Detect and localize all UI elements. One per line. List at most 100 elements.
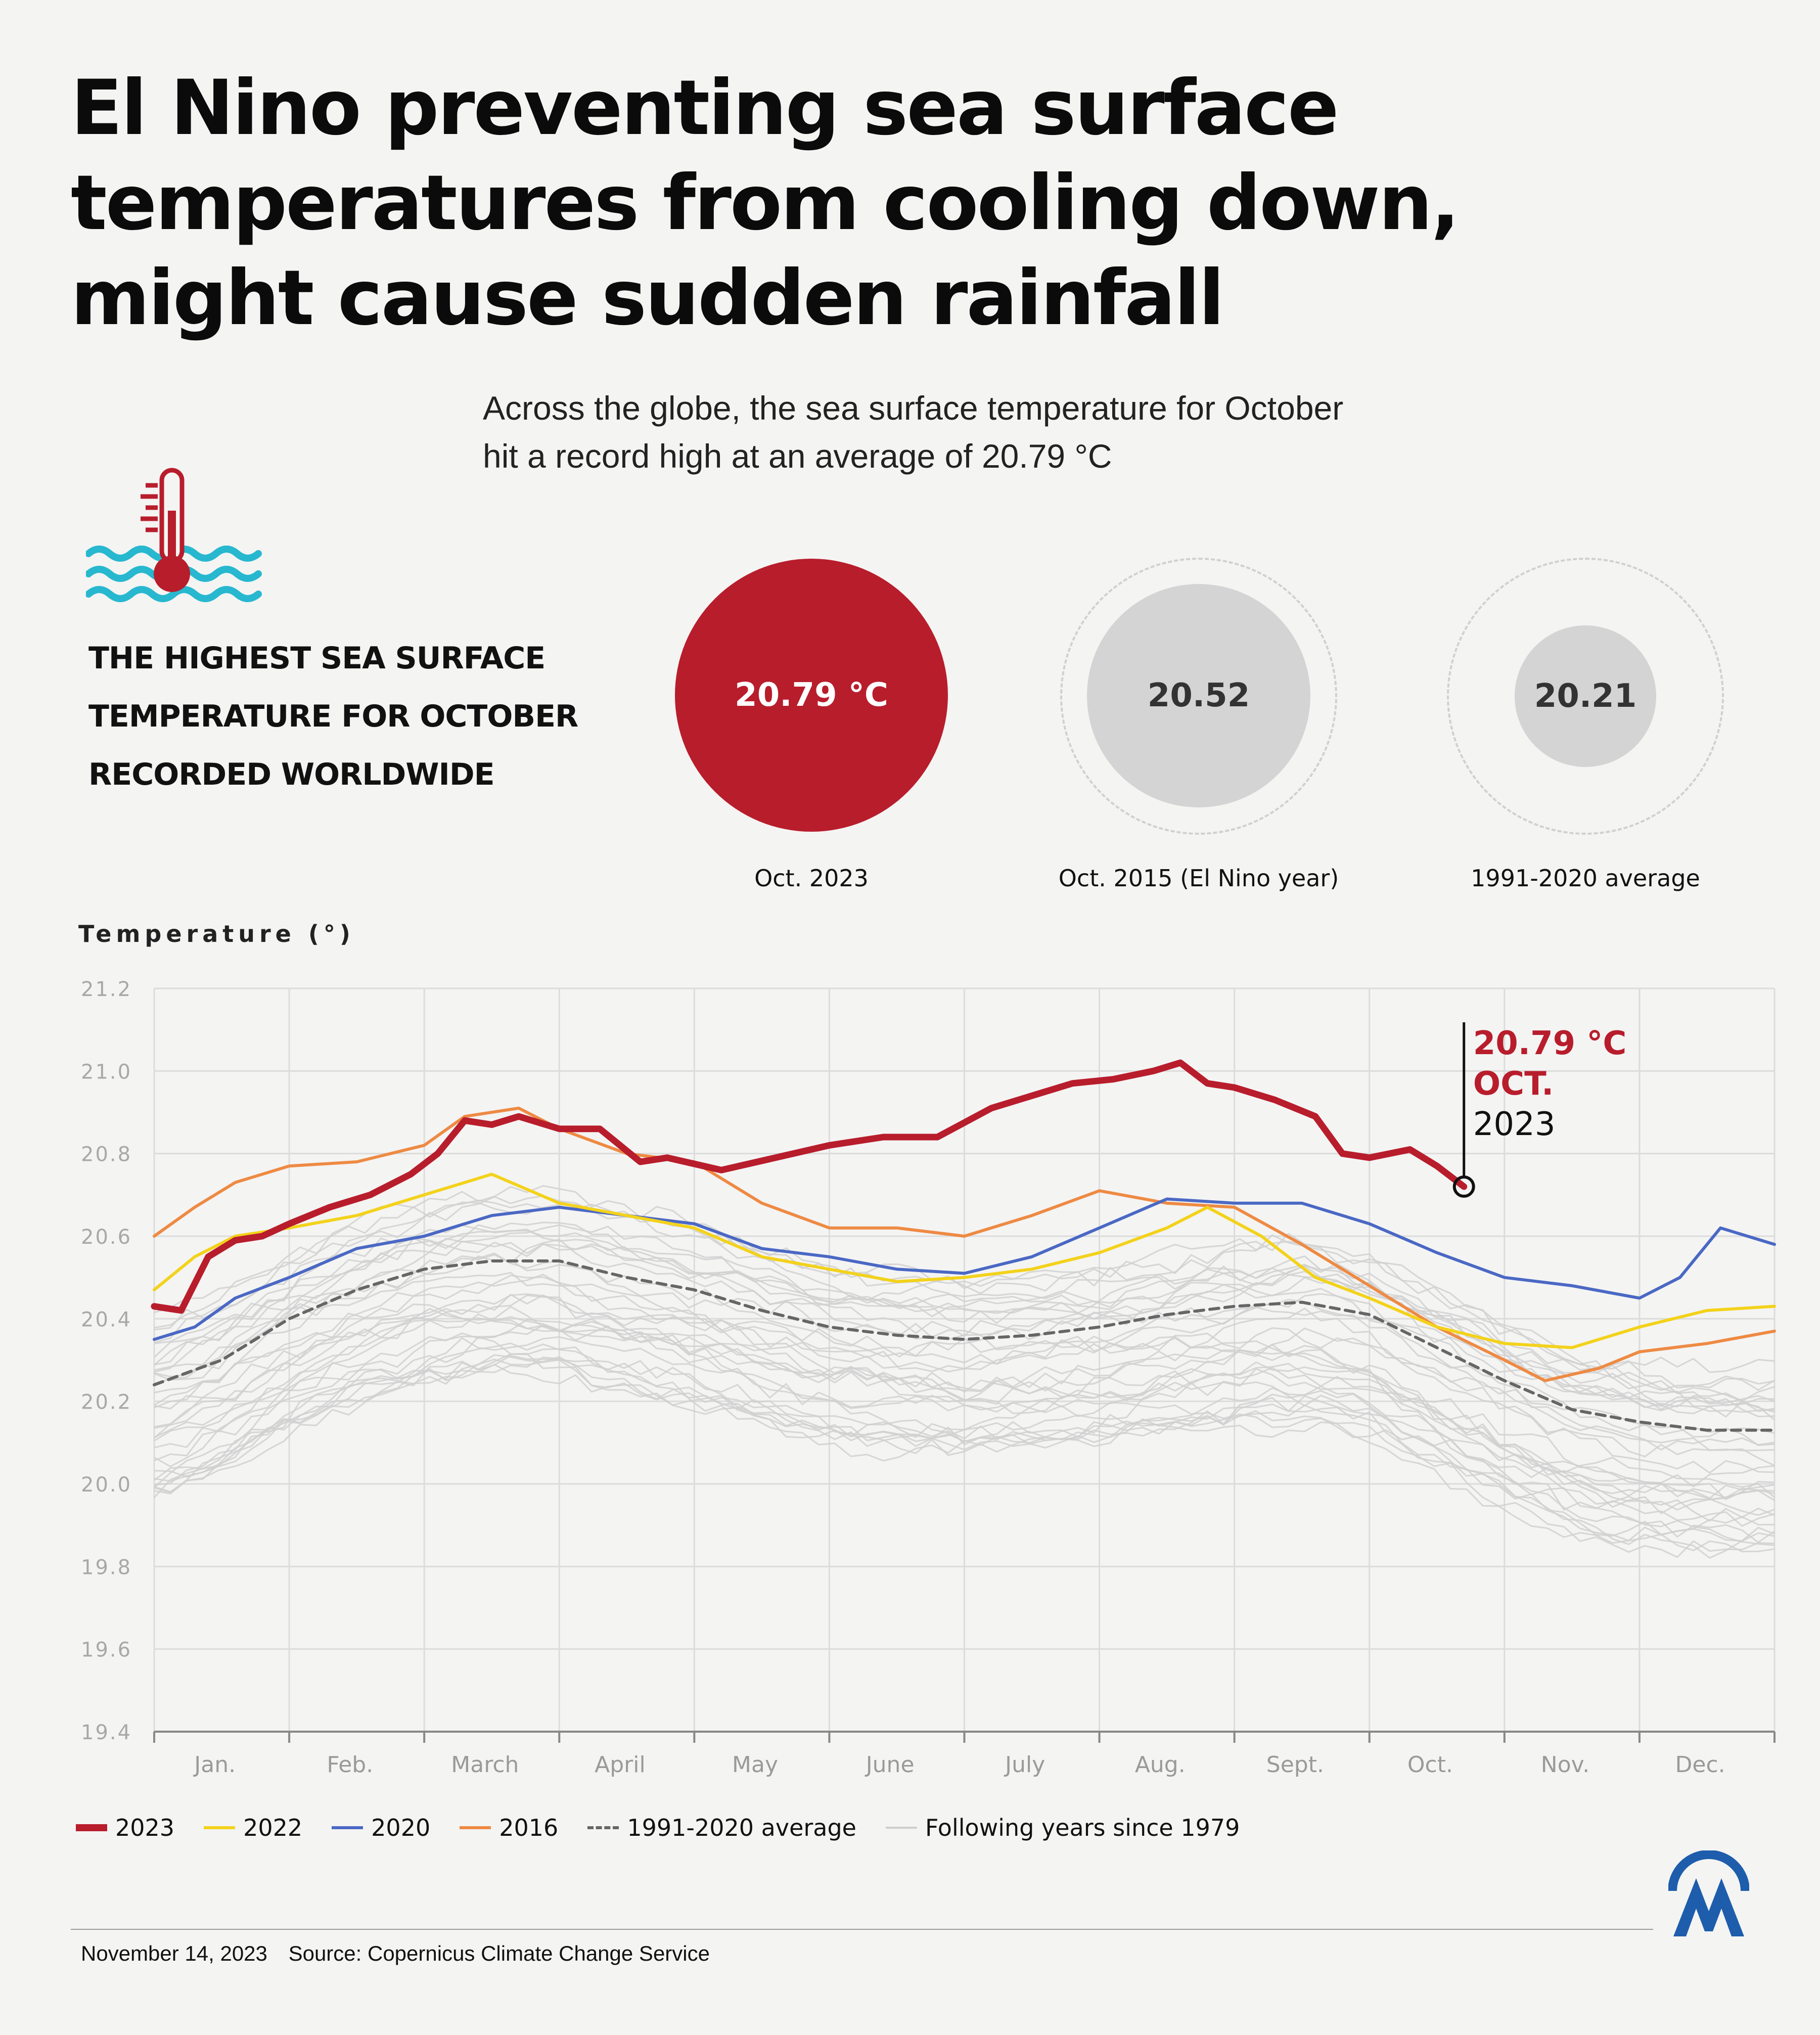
series-line-other-year	[154, 1253, 1775, 1452]
annotation-value: 20.79 °C	[1473, 1025, 1627, 1062]
y-tick-label: 19.4	[81, 1721, 132, 1744]
legend-swatch-other-years	[885, 1827, 917, 1829]
x-tick-label: Sept.	[1266, 1752, 1324, 1778]
x-tick-label: Aug.	[1135, 1752, 1186, 1778]
headline-line-1: THE HIGHEST SEA SURFACE	[88, 641, 545, 676]
series-line-other-year	[154, 1319, 1775, 1516]
title-line-3: might cause sudden rainfall	[71, 254, 1224, 342]
x-tick-label: May	[732, 1752, 778, 1778]
legend-swatch-2022	[204, 1826, 236, 1829]
y-tick-label: 20.0	[81, 1473, 132, 1497]
series-line-other-year	[154, 1255, 1775, 1421]
y-tick-label: 21.0	[81, 1060, 132, 1083]
series-line-other-year	[154, 1324, 1775, 1501]
series-line-other-year	[154, 1356, 1775, 1553]
subtitle-line-1: Across the globe, the sea surface temper…	[483, 389, 1344, 427]
legend-item-other-years: Following years since 1979	[885, 1814, 1240, 1841]
x-tick-label: July	[1004, 1752, 1045, 1778]
series-line-average	[153, 1259, 1776, 1432]
stat-circle-average: 20.21	[1515, 625, 1656, 767]
subtitle-line-2: hit a record high at an average of 20.79…	[483, 437, 1112, 475]
series-line-2020	[153, 1197, 1776, 1341]
stat-label-2023: Oct. 2023	[754, 865, 869, 892]
legend-swatch-average	[587, 1826, 619, 1829]
legend-item-2016: 2016	[460, 1814, 558, 1841]
legend-swatch-2020	[332, 1826, 363, 1829]
legend-label-2022: 2022	[243, 1814, 303, 1841]
legend-item-2022: 2022	[204, 1814, 302, 1841]
stat-value-2023: 20.79 °C	[735, 676, 888, 714]
legend-label-2020: 2020	[371, 1814, 431, 1841]
legend-label-average: 1991-2020 average	[627, 1814, 856, 1841]
stat-circle-2023: 20.79 °C	[675, 559, 948, 832]
legend-item-average: 1991-2020 average	[587, 1814, 856, 1841]
legend-item-2023: 2023	[76, 1814, 174, 1841]
footer-date: November 14, 2023	[81, 1941, 267, 1965]
stat-label-average: 1991-2020 average	[1471, 865, 1700, 892]
subtitle: Across the globe, the sea surface temper…	[483, 384, 1595, 480]
stat-circle-2015: 20.52	[1087, 584, 1310, 807]
footer: November 14, 2023 Source: Copernicus Cli…	[81, 1941, 725, 1966]
series-line-other-year	[154, 1336, 1775, 1546]
x-tick-label: Dec.	[1675, 1752, 1725, 1778]
series-line-other-year	[153, 1224, 1775, 1418]
series-line-2023	[151, 1059, 1468, 1314]
series-line-other-year	[154, 1240, 1775, 1411]
stat-ring-2015	[1060, 558, 1337, 835]
series-line-other-year	[154, 1354, 1775, 1558]
stat-label-2015: Oct. 2015 (El Nino year)	[1058, 865, 1339, 892]
temperature-chart: 21.2 21.0 20.8 20.6 20.4 20.2 20.0 19.8 19.6 19.4…	[81, 978, 1776, 1778]
series-line-other-year	[154, 1354, 1775, 1542]
series-line-other-year	[154, 1313, 1775, 1511]
footer-source: Source: Copernicus Climate Change Servic…	[288, 1941, 710, 1965]
footer-divider	[71, 1929, 1653, 1930]
x-tick-label: Jan.	[193, 1752, 236, 1778]
stat-value-average: 20.21	[1534, 677, 1637, 715]
annotation-marker	[1452, 1175, 1475, 1198]
series-line-other-year	[154, 1272, 1775, 1451]
series-line-2016	[153, 1106, 1776, 1382]
legend-item-2020: 2020	[332, 1814, 430, 1841]
legend-swatch-2023	[76, 1824, 107, 1831]
stat-ring-average	[1447, 558, 1724, 835]
legend-label-other-years: Following years since 1979	[925, 1814, 1240, 1841]
headline-line-3: RECORDED WORLDWIDE	[88, 757, 495, 792]
y-tick-label: 19.8	[81, 1556, 132, 1579]
title-line-1: El Nino preventing sea surface	[71, 64, 1339, 152]
series-line-other-year	[154, 1312, 1775, 1500]
y-axis-label: Temperature (°)	[78, 920, 355, 947]
series-line-other-year	[154, 1222, 1775, 1418]
headline-line-2: TEMPERATURE FOR OCTOBER	[88, 699, 578, 734]
y-tick-label: 21.2	[81, 978, 132, 1001]
series-line-other-year	[154, 1224, 1775, 1407]
chart-legend: 2023 2022 2020 2016 1991-2020 average Fo…	[76, 1813, 1269, 1843]
thermometer-icon	[86, 468, 262, 602]
annotation-year: 2023	[1473, 1106, 1556, 1143]
aa-logo-icon	[1668, 1850, 1749, 1936]
y-tick-label: 20.2	[81, 1391, 132, 1414]
annotation-month: OCT.	[1473, 1065, 1554, 1103]
series-line-other-year	[154, 1237, 1775, 1412]
series-line-other-year	[154, 1185, 1775, 1402]
y-tick-label: 20.8	[81, 1143, 132, 1166]
page-title: El Nino preventing sea surface temperatu…	[71, 61, 1638, 346]
legend-label-2023: 2023	[115, 1814, 175, 1841]
x-tick-label: Oct.	[1407, 1752, 1453, 1778]
y-tick-label: 20.6	[81, 1226, 132, 1249]
chart-annotation: 20.79 °C OCT. 2023	[1452, 1022, 1627, 1198]
headline: THE HIGHEST SEA SURFACE TEMPERATURE FOR …	[88, 629, 670, 804]
title-line-2: temperatures from cooling down,	[71, 159, 1460, 247]
series-line-2022	[153, 1172, 1776, 1349]
series-line-other-year	[154, 1201, 1775, 1391]
stat-value-2015: 20.52	[1147, 677, 1250, 714]
y-tick-label: 19.6	[81, 1639, 132, 1662]
x-tick-label: Feb.	[327, 1752, 373, 1778]
x-tick-label: Nov.	[1541, 1752, 1589, 1778]
y-tick-label: 20.4	[81, 1308, 132, 1331]
x-tick-label: March	[451, 1752, 519, 1778]
x-tick-label: June	[864, 1752, 915, 1778]
series-line-other-year	[154, 1274, 1775, 1474]
x-tick-label: April	[595, 1752, 646, 1778]
legend-label-2016: 2016	[499, 1814, 559, 1841]
legend-swatch-2016	[460, 1826, 491, 1829]
